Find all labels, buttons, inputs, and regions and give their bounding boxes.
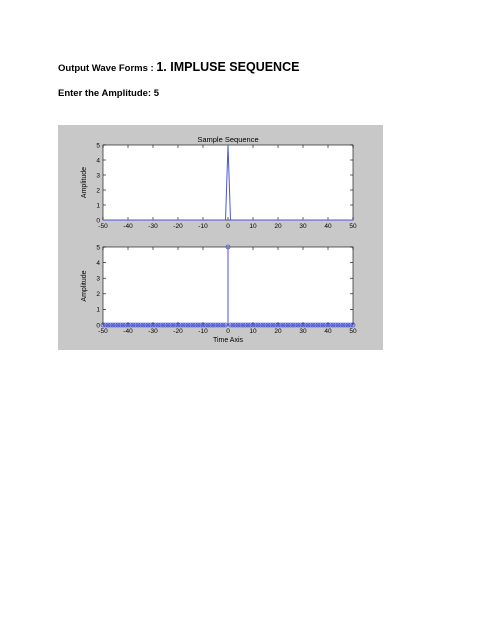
x-tick-label: 10 (249, 328, 257, 335)
y-tick-label: 5 (96, 142, 100, 149)
y-tick-label: 1 (96, 307, 100, 314)
y-tick-label: 4 (96, 157, 100, 164)
x-tick-label: 40 (324, 223, 332, 230)
x-tick-label: 30 (299, 223, 307, 230)
y-tick-label: 5 (96, 244, 100, 251)
x-tick-label: 0 (226, 223, 230, 230)
y-tick-label: 4 (96, 260, 100, 267)
matlab-figure: -50 -40 -30 -20 -10 0 10 20 30 40 50 0 1 2 3 4 5 Sample S… (58, 125, 383, 350)
amplitude-line: Enter the Amplitude: 5 (58, 88, 159, 99)
x-tick-label: -40 (123, 223, 133, 230)
x-tick-label: 20 (274, 328, 282, 335)
x-tick-label: 50 (349, 328, 357, 335)
x-tick-label: -50 (98, 223, 108, 230)
x-tick-label: -20 (173, 223, 183, 230)
heading-line: Output Wave Forms : 1. IMPLUSE SEQUENCE (58, 60, 299, 74)
y-tick-label: 3 (96, 172, 100, 179)
y-tick-label: 2 (96, 187, 100, 194)
y-axis-label: Amplitude (81, 270, 88, 301)
subplot-1: -50 -40 -30 -20 -10 0 10 20 30 40 50 0 1 2 3 4 5 Sample S… (81, 135, 357, 230)
y-tick-label: 2 (96, 291, 100, 298)
heading-prefix: Output Wave Forms : (58, 63, 157, 74)
x-tick-label: 10 (249, 223, 257, 230)
x-tick-label: -30 (148, 223, 158, 230)
x-tick-label: -30 (148, 328, 158, 335)
x-tick-label: 30 (299, 328, 307, 335)
series-line (103, 144, 353, 221)
x-tick-label: 40 (324, 328, 332, 335)
x-tick-label: 20 (274, 223, 282, 230)
subplot-2: -50 -40 -30 -20 -10 0 10 20 30 40 50 0 1 2 3 4 5 Time Axi… (81, 244, 357, 344)
x-axis-label: Time Axis (213, 337, 244, 344)
x-tick-label: -40 (123, 328, 133, 335)
x-tick-label: -10 (198, 223, 208, 230)
x-tick-label: 0 (226, 328, 230, 335)
x-tick-label: -20 (173, 328, 183, 335)
x-tick-label: 50 (349, 223, 357, 230)
x-tick-label: -50 (98, 328, 108, 335)
x-tick-label: -10 (198, 328, 208, 335)
heading-title: 1. IMPLUSE SEQUENCE (156, 60, 300, 74)
y-tick-label: 0 (96, 217, 100, 224)
y-tick-label: 3 (96, 276, 100, 283)
chart-title: Sample Sequence (197, 135, 258, 144)
y-axis-label: Amplitude (81, 167, 88, 198)
y-tick-label: 0 (96, 322, 100, 329)
stem-marker (225, 244, 231, 250)
y-tick-label: 1 (96, 202, 100, 209)
